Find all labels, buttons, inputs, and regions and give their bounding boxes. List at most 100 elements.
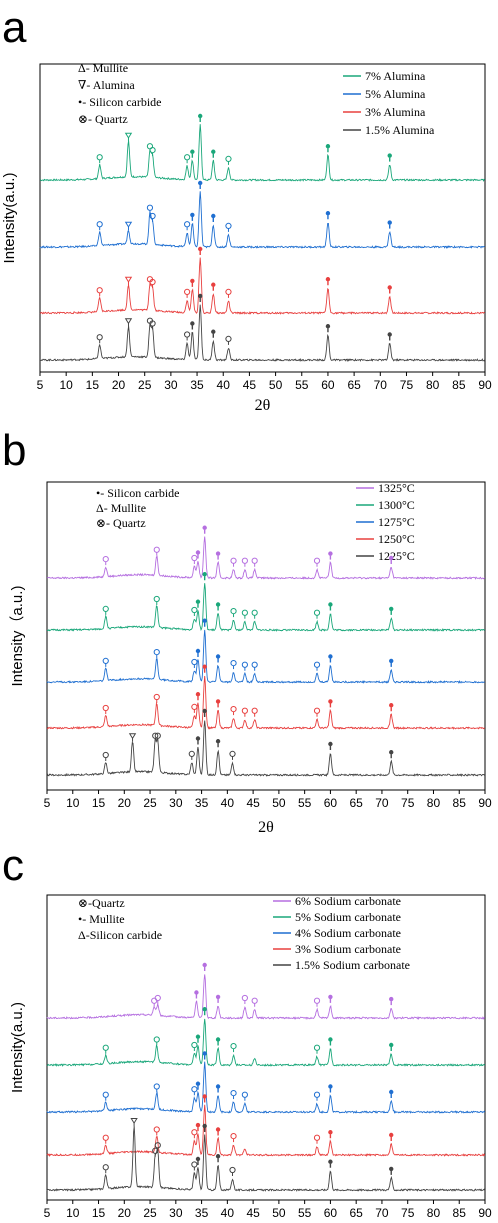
x-tick-label: 75 [401, 796, 415, 810]
series-line [46, 1104, 486, 1158]
x-tick-label: 10 [66, 1206, 80, 1220]
x-tick-label: 65 [349, 796, 363, 810]
peak-marker [328, 994, 333, 1000]
peak-marker [313, 1044, 321, 1051]
marker-key-entry: Δ- Mullite [78, 61, 128, 75]
peak-marker [389, 658, 394, 664]
x-tick-label: 50 [269, 378, 283, 392]
x-tick-label: 15 [86, 378, 100, 392]
peak-marker [96, 154, 103, 161]
peak-marker [190, 149, 195, 154]
legend-label: 1.5% Alumina [365, 123, 435, 137]
peak-marker [153, 1036, 160, 1043]
x-tick-label: 10 [59, 378, 73, 392]
peak-marker [102, 556, 109, 563]
series-1 [39, 180, 485, 249]
panel-letter: a [2, 3, 27, 52]
peak-marker [184, 221, 191, 228]
peak-marker [241, 557, 248, 564]
peak-marker [328, 699, 333, 704]
panel-a: a 5 10 15 20 25 30 35 40 45 50 55 60 65 70 75 80 85 90 2θ In… [1, 3, 492, 414]
x-tick-label: 85 [452, 378, 466, 392]
peak-marker [241, 707, 248, 714]
series-line [46, 1126, 486, 1192]
x-tick-label: 65 [347, 378, 361, 392]
peak-marker [215, 739, 221, 744]
peak-marker [195, 692, 201, 697]
peak-marker [211, 213, 216, 219]
peak-marker [124, 276, 133, 283]
peak-marker [328, 602, 333, 607]
peak-marker [387, 153, 392, 158]
x-tick-label: 35 [190, 378, 204, 392]
x-tick-label: 40 [217, 378, 231, 392]
series-0 [39, 113, 486, 182]
x-tick-label: 50 [272, 1206, 286, 1220]
peak-marker [325, 211, 331, 216]
peak-marker [328, 1130, 333, 1135]
peak-marker [211, 282, 216, 287]
peak-marker [215, 994, 221, 1000]
peak-marker [313, 661, 321, 668]
x-tick-label: 25 [143, 1206, 157, 1220]
peak-marker [195, 1081, 201, 1086]
peak-marker [191, 1129, 198, 1136]
peak-marker [328, 741, 333, 747]
peak-marker [389, 1089, 394, 1095]
peak-marker [389, 703, 394, 708]
peak-marker [389, 555, 394, 561]
x-tick-label: 60 [324, 1206, 338, 1220]
x-tick-label: 60 [321, 378, 335, 392]
x-tick-label: 80 [427, 796, 441, 810]
peak-marker [191, 703, 198, 711]
x-tick-label: 55 [295, 378, 309, 392]
peak-marker [389, 1166, 394, 1172]
x-tick-label: 90 [478, 796, 492, 810]
x-tick-label: 45 [246, 1206, 260, 1220]
peak-marker [389, 996, 394, 1002]
peak-marker [328, 1084, 333, 1089]
x-tick-label: 35 [195, 1206, 209, 1220]
series-0 [46, 525, 486, 580]
panel-letter: c [2, 841, 24, 890]
x-tick-label: 60 [324, 796, 338, 810]
peak-marker [328, 551, 333, 556]
x-tick-label: 40 [221, 1206, 235, 1220]
peak-marker [198, 180, 203, 186]
peak-marker [225, 335, 232, 342]
peak-marker [313, 609, 321, 616]
peak-marker [251, 997, 258, 1004]
peak-marker [198, 246, 203, 252]
peak-marker [130, 1118, 138, 1125]
peak-marker [96, 221, 103, 228]
series-line [46, 675, 485, 730]
x-tick-label: 20 [112, 378, 126, 392]
x-tick-label: 40 [221, 796, 235, 810]
peak-marker [202, 525, 207, 530]
peak-marker [215, 699, 221, 704]
x-axis-label: 2θ [255, 397, 271, 414]
peak-marker [230, 557, 237, 564]
peak-marker [225, 155, 232, 162]
legend-label: 4% Sodium carbonate [295, 926, 401, 940]
peak-marker [241, 661, 248, 668]
series-line [39, 304, 486, 362]
peak-marker [153, 1126, 160, 1133]
peak-marker [96, 287, 103, 294]
peak-marker [387, 220, 392, 225]
peak-marker [229, 1166, 236, 1174]
x-tick-label: 15 [92, 1206, 106, 1220]
peak-marker [211, 149, 216, 154]
peak-marker [190, 321, 195, 326]
peak-marker [230, 608, 237, 615]
x-tick-label: 90 [478, 378, 492, 392]
peak-marker [191, 1161, 198, 1168]
x-tick-label: 5 [44, 1206, 51, 1220]
peak-marker [215, 602, 221, 607]
series-3 [46, 664, 485, 730]
marker-key-entry: ∇- Alumina [78, 78, 135, 92]
peak-marker [325, 277, 331, 282]
peak-marker [102, 1044, 109, 1051]
series-line [39, 257, 485, 315]
series-3 [46, 1094, 486, 1158]
